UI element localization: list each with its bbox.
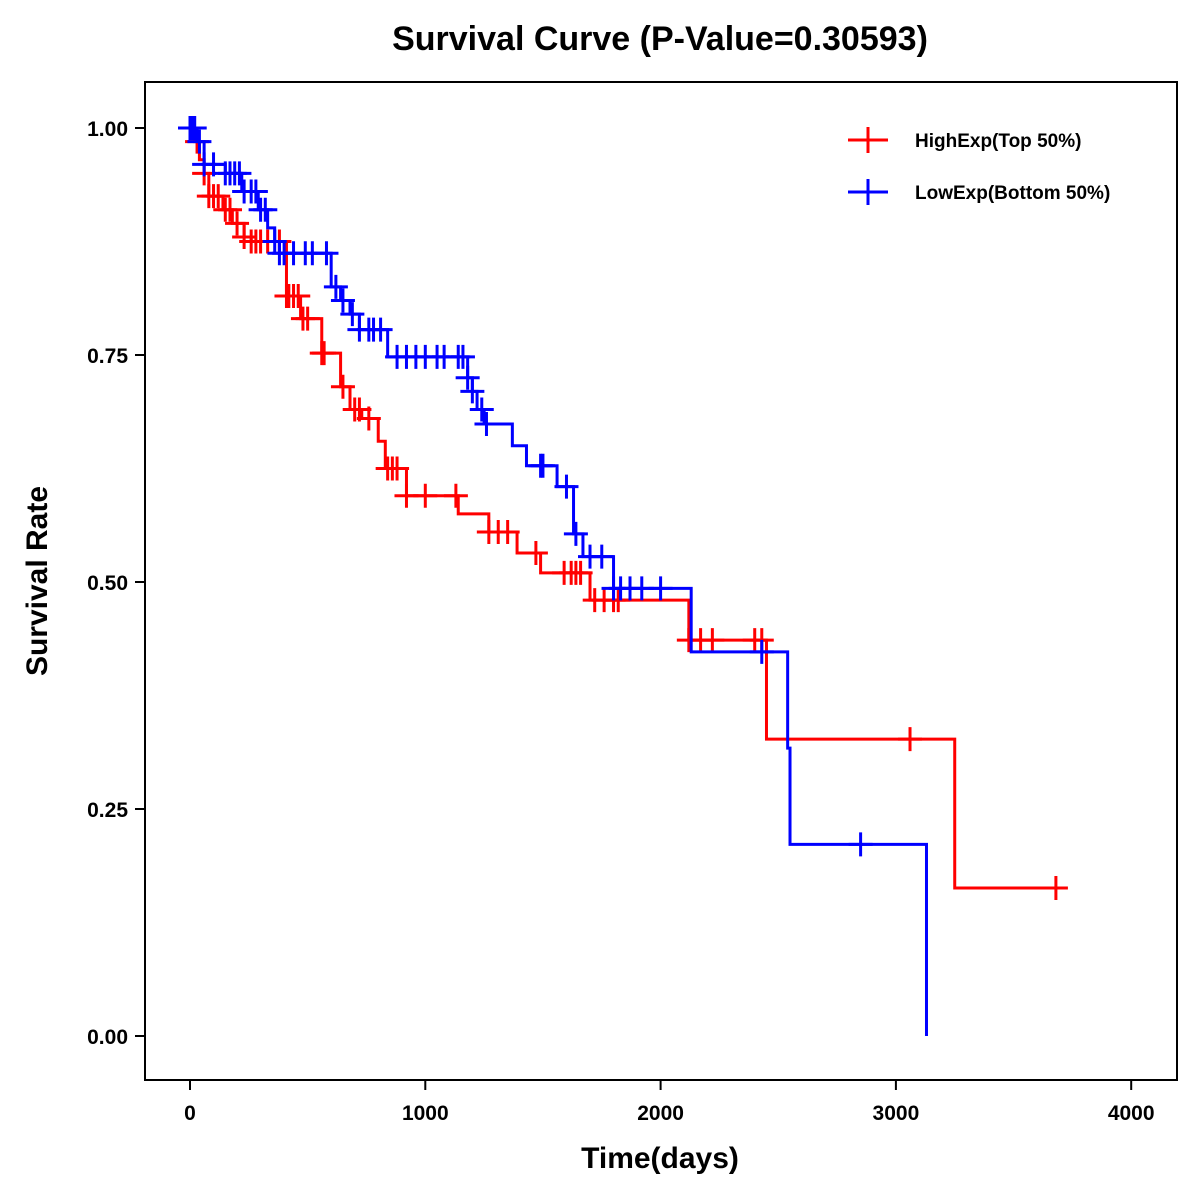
censor-mark: [314, 241, 339, 266]
censor-mark: [450, 344, 475, 369]
legend-label: LowExp(Bottom 50%): [915, 183, 1110, 204]
censor-mark: [206, 184, 231, 209]
legend-label: HighExp(Top 50%): [915, 131, 1081, 152]
legend-key-icon: [848, 127, 888, 153]
censor-mark: [385, 456, 410, 481]
x-tick-label: 4000: [1108, 1102, 1155, 1125]
legend-key-icon: [848, 179, 888, 205]
x-tick-label: 2000: [637, 1102, 684, 1125]
legend: HighExp(Top 50%) LowExp(Bottom 50%): [848, 127, 1110, 205]
curves: [178, 116, 1068, 1036]
censor-mark: [523, 540, 548, 565]
censor-mark: [700, 628, 725, 653]
y-tick-label: 0.00: [87, 1026, 128, 1049]
censor-mark: [413, 483, 438, 508]
y-tick-label: 0.25: [87, 799, 128, 822]
series-low-exp: [178, 116, 928, 1036]
x-tick-label: 0: [184, 1102, 196, 1125]
censor-mark: [1043, 875, 1068, 900]
censor-mark: [225, 211, 250, 236]
censor-mark: [563, 521, 588, 546]
censor-mark: [356, 406, 381, 431]
censor-mark: [368, 317, 393, 342]
y-tick-label: 0.50: [87, 572, 128, 595]
x-tick-label: 3000: [873, 1102, 920, 1125]
censor-mark: [469, 397, 494, 422]
censor-mark: [330, 374, 355, 399]
y-axis-label: Survival Rate: [21, 486, 54, 676]
censor-mark: [455, 365, 480, 390]
series-high-exp: [185, 126, 1068, 900]
censor-mark: [606, 588, 631, 613]
censor-mark: [648, 576, 673, 601]
y-tick-label: 1.00: [87, 118, 128, 141]
survival-curve-line: [190, 126, 1061, 890]
censor-mark: [187, 129, 212, 154]
censor-mark: [530, 453, 555, 478]
censor-mark: [330, 288, 355, 313]
censor-mark: [474, 412, 499, 437]
chart-title: Survival Curve (P-Value=0.30593): [392, 20, 928, 58]
x-axis-label: Time(days): [581, 1142, 739, 1175]
survival-curve-line: [190, 126, 928, 1036]
censor-mark: [554, 474, 579, 499]
censor-mark: [749, 639, 774, 664]
censor-mark: [898, 727, 923, 752]
censor-mark: [589, 544, 614, 569]
censor-mark: [460, 379, 485, 404]
censor-mark: [323, 274, 348, 299]
censor-mark: [253, 197, 278, 222]
censor-mark: [295, 306, 320, 331]
censor-mark: [340, 302, 365, 327]
censor-mark: [218, 197, 243, 222]
censor-mark: [568, 560, 593, 585]
censor-mark: [182, 116, 207, 140]
y-tick-label: 0.75: [87, 345, 128, 368]
x-axis: 0 1000 2000 3000 4000: [184, 1080, 1155, 1125]
y-axis: 0.00 0.25 0.50 0.75 1.00: [87, 118, 145, 1049]
censor-mark: [848, 832, 873, 857]
x-tick-label: 1000: [402, 1102, 449, 1125]
censor-mark: [443, 483, 468, 508]
censor-mark: [286, 283, 311, 308]
censor-mark: [243, 179, 268, 204]
censor-mark: [227, 161, 252, 186]
censor-mark: [312, 341, 337, 366]
censor-mark: [495, 520, 520, 545]
